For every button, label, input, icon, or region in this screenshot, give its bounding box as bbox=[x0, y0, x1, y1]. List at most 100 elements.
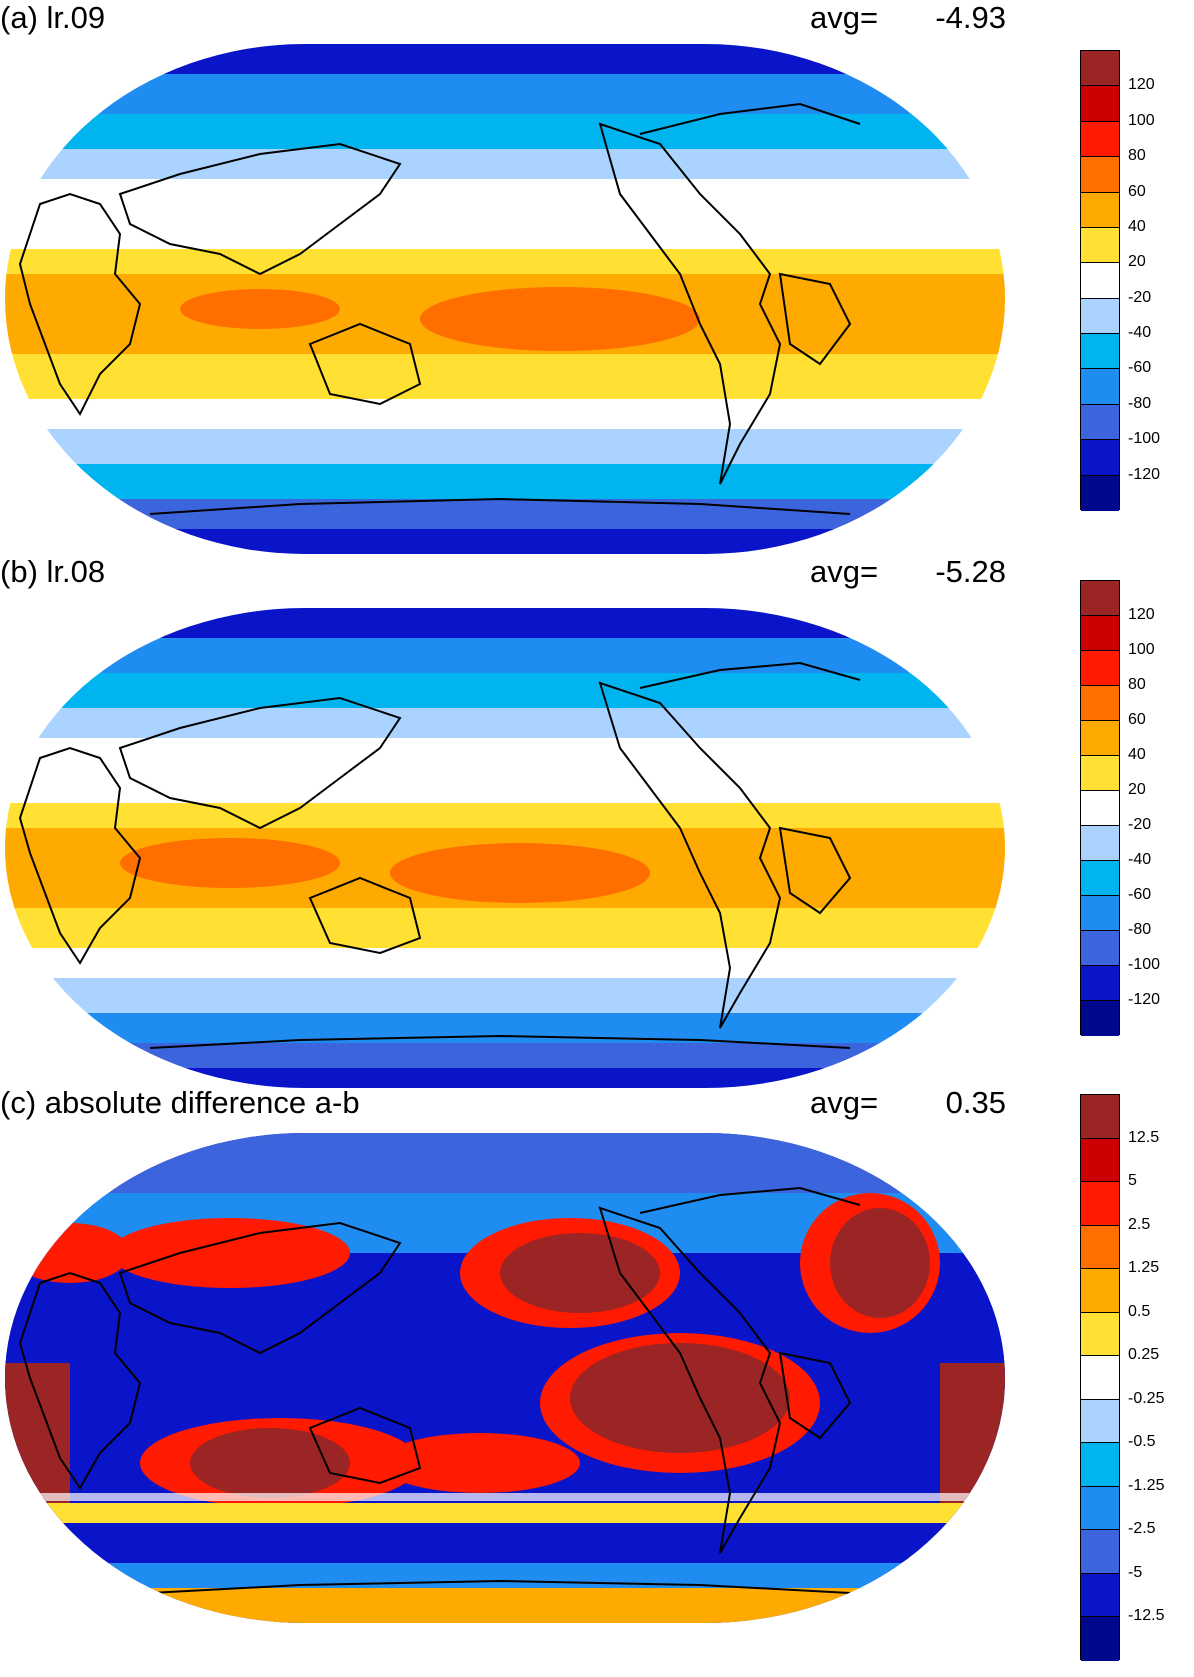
colorbar-swatch bbox=[1081, 1399, 1119, 1444]
colorbar-swatch bbox=[1081, 1486, 1119, 1531]
colorbar-tick-label: -20 bbox=[1128, 288, 1152, 306]
colorbar-tick-label: 120 bbox=[1128, 76, 1155, 94]
colorbar-swatch bbox=[1081, 51, 1119, 87]
colorbar-tick-label: -120 bbox=[1128, 991, 1161, 1008]
colorbar-swatch bbox=[1081, 475, 1119, 511]
colorbar-tick-label: 20 bbox=[1128, 253, 1146, 271]
colorbar-tick-label: -0.5 bbox=[1128, 1433, 1156, 1451]
colorbar-swatches bbox=[1080, 50, 1120, 511]
coastlines bbox=[18, 661, 861, 1049]
colorbar-swatch bbox=[1081, 440, 1119, 476]
colorbar-swatch bbox=[1081, 1312, 1119, 1357]
colorbar-tick-label: 12.5 bbox=[1128, 1128, 1160, 1146]
colorbar-swatch bbox=[1081, 581, 1119, 616]
colorbar-swatch bbox=[1081, 1617, 1119, 1661]
colorbar-swatch bbox=[1081, 86, 1119, 122]
colorbar-swatch bbox=[1081, 721, 1119, 756]
colorbar-tick-label: -1.25 bbox=[1128, 1476, 1165, 1494]
field-bands bbox=[5, 44, 1005, 554]
world-map bbox=[5, 44, 1005, 554]
colorbar-swatch bbox=[1081, 1182, 1119, 1226]
colorbar-swatch bbox=[1081, 1095, 1119, 1139]
colorbar-tick-label: 2.5 bbox=[1128, 1215, 1151, 1233]
colorbar-swatch bbox=[1081, 686, 1119, 721]
colorbar-swatch bbox=[1081, 931, 1119, 966]
colorbar-swatch bbox=[1081, 651, 1119, 686]
colorbar-swatch bbox=[1081, 263, 1119, 299]
colorbar-swatch bbox=[1081, 1138, 1119, 1183]
colorbar-swatch bbox=[1081, 1443, 1119, 1487]
colorbar-tick-label: 1.25 bbox=[1128, 1259, 1160, 1277]
colorbar-tick-label: 20 bbox=[1128, 781, 1146, 798]
avg-value: -5.28 bbox=[935, 554, 1006, 589]
colorbar-tick-label: 120 bbox=[1128, 606, 1155, 623]
colorbar-tick-label: -100 bbox=[1128, 956, 1161, 973]
colorbar-swatch bbox=[1081, 861, 1119, 896]
colorbar-tick-label: -0.25 bbox=[1128, 1389, 1165, 1407]
colorbar-tick-label: -80 bbox=[1128, 394, 1152, 412]
colorbar-tick-label: -40 bbox=[1128, 324, 1152, 342]
colorbar-swatch bbox=[1081, 369, 1119, 405]
avg-value: 0.35 bbox=[945, 1085, 1006, 1120]
colorbar-swatch bbox=[1081, 616, 1119, 651]
colorbar-tick-label: 60 bbox=[1128, 711, 1146, 728]
colorbar-swatch bbox=[1081, 966, 1119, 1001]
colorbar-tick-label: 5 bbox=[1128, 1172, 1137, 1190]
colorbar-tick-label: -80 bbox=[1128, 921, 1152, 938]
colorbar-swatch bbox=[1081, 298, 1119, 334]
colorbar-swatch bbox=[1081, 1269, 1119, 1313]
colorbar-tick-label: 0.25 bbox=[1128, 1346, 1160, 1364]
colorbar-swatch bbox=[1081, 791, 1119, 826]
avg-label: avg= bbox=[810, 0, 879, 35]
colorbar-tick-label: -20 bbox=[1128, 816, 1152, 833]
colorbar-swatch bbox=[1081, 192, 1119, 228]
colorbar-swatches bbox=[1080, 580, 1120, 1036]
colorbar-tick-label: 0.5 bbox=[1128, 1302, 1151, 1320]
colorbar-swatches bbox=[1080, 1094, 1120, 1661]
colorbar-swatch bbox=[1081, 1001, 1119, 1036]
panel-title: (a) lr.09 bbox=[0, 0, 106, 35]
avg-value: -4.93 bbox=[935, 0, 1006, 35]
colorbar-swatch bbox=[1081, 1530, 1119, 1574]
colorbar-swatch bbox=[1081, 1356, 1119, 1400]
colorbar-tick-label: -100 bbox=[1128, 430, 1161, 448]
colorbar-swatch bbox=[1081, 1573, 1119, 1618]
colorbar-swatch bbox=[1081, 1225, 1119, 1270]
colorbar-tick-label: 100 bbox=[1128, 641, 1155, 658]
colorbar-tick-label: 80 bbox=[1128, 676, 1146, 693]
world-map bbox=[5, 608, 1005, 1088]
colorbar-tick-label: -60 bbox=[1128, 886, 1152, 903]
colorbar-swatch bbox=[1081, 826, 1119, 861]
colorbar-swatch bbox=[1081, 404, 1119, 441]
colorbar-tick-label: -2.5 bbox=[1128, 1520, 1156, 1538]
panel-title: (c) absolute difference a-b bbox=[0, 1085, 360, 1120]
colorbar-tick-label: 60 bbox=[1128, 182, 1146, 200]
panel-b: (b) lr.08 avg= -5.28 bbox=[0, 556, 1194, 1095]
colorbar-tick-label: -60 bbox=[1128, 359, 1152, 377]
field-blobs bbox=[5, 1133, 1005, 1623]
coastlines bbox=[18, 102, 861, 515]
colorbar-tick-label: 40 bbox=[1128, 746, 1146, 763]
panel-title: (b) lr.08 bbox=[0, 554, 106, 589]
colorbar-swatch bbox=[1081, 756, 1119, 791]
colorbar-swatch bbox=[1081, 157, 1119, 193]
world-map bbox=[5, 1133, 1005, 1623]
colorbar-tick-label: -5 bbox=[1128, 1563, 1143, 1581]
colorbar: 12.5 5 2.5 1.25 0.5 0.25 -0.25 -0.5 -1.25 -2.5 -5 -… bbox=[1080, 1094, 1164, 1661]
colorbar-swatch bbox=[1081, 896, 1119, 931]
colorbar-tick-label: 100 bbox=[1128, 111, 1155, 129]
colorbar-tick-label: -40 bbox=[1128, 851, 1152, 868]
avg-label: avg= bbox=[810, 1085, 879, 1120]
colorbar-swatch bbox=[1081, 227, 1119, 264]
colorbar: 120 100 80 60 40 20 -20 -40 -60 -80 -100 -120 bbox=[1080, 580, 1160, 1036]
avg-label: avg= bbox=[810, 554, 879, 589]
field-bands bbox=[5, 608, 1005, 1088]
colorbar: 120 100 80 60 40 20 -20 -40 -60 -80 -100 -120 bbox=[1080, 50, 1160, 511]
colorbar-tick-label: -12.5 bbox=[1128, 1607, 1165, 1625]
colorbar-tick-label: 80 bbox=[1128, 147, 1146, 165]
colorbar-tick-label: -120 bbox=[1128, 465, 1161, 483]
panel-a: (a) lr.09 avg= -4.93 bbox=[0, 0, 1194, 560]
panel-c: (c) absolute difference a-b avg= 0.35 bbox=[0, 1087, 1194, 1677]
coastlines bbox=[18, 1186, 861, 1594]
colorbar-tick-label: 40 bbox=[1128, 217, 1146, 235]
